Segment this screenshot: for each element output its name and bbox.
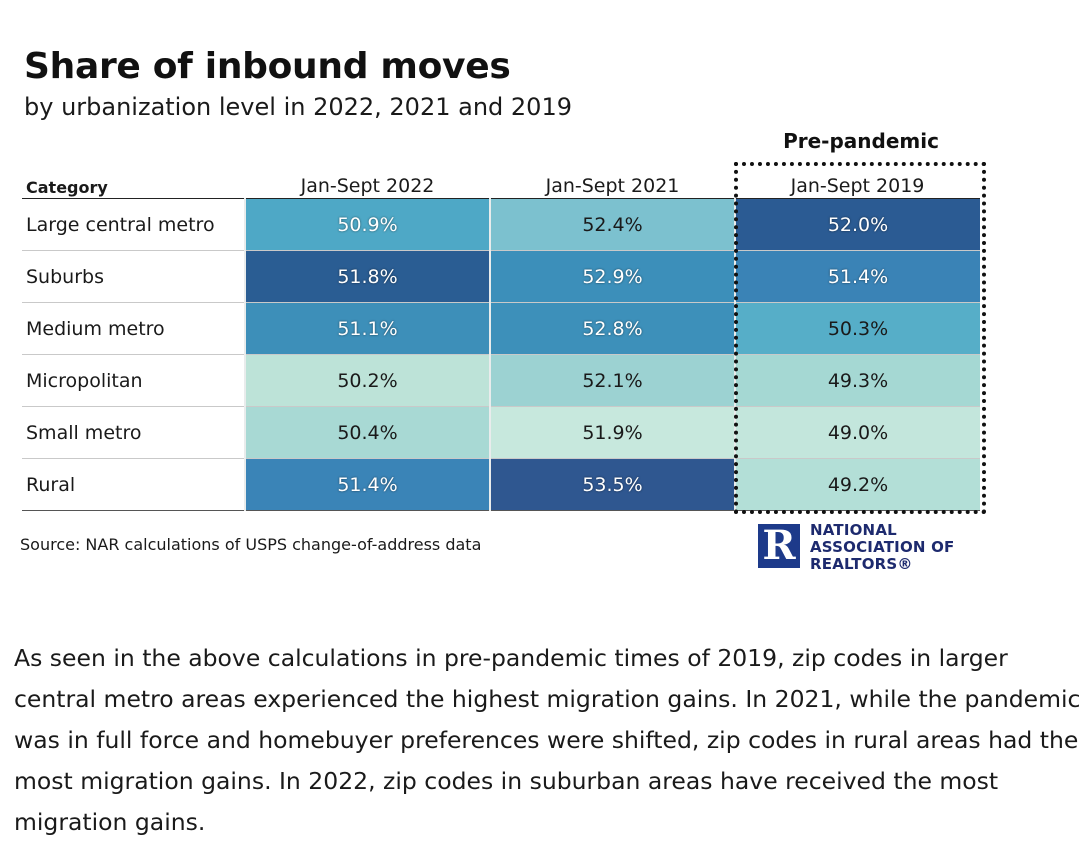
heatmap-cell: 49.0% [734, 406, 980, 459]
row-category-label: Suburbs [22, 250, 245, 303]
heatmap-cell: 50.2% [244, 354, 490, 407]
heatmap-cell: 50.3% [734, 302, 980, 355]
heatmap-cell: 49.3% [734, 354, 980, 407]
logo-line: REALTORS® [810, 555, 913, 573]
heatmap-cell: 52.0% [734, 198, 980, 251]
logo-mark-letter: R [762, 522, 796, 569]
column-header: Jan-Sept 2022 [245, 168, 490, 199]
pre-pandemic-highlight-box [734, 162, 986, 514]
heatmap-cell: 53.5% [489, 458, 735, 511]
table-row: Suburbs 51.8% 52.9% 51.4% [22, 250, 980, 303]
column-header: Jan-Sept 2019 [735, 168, 980, 199]
heatmap-cell: 49.2% [734, 458, 980, 511]
chart-subtitle: by urbanization level in 2022, 2021 and … [24, 93, 572, 121]
row-category-label: Small metro [22, 406, 245, 459]
heatmap-cell: 52.9% [489, 250, 735, 303]
realtor-r-logo-icon: R [758, 524, 800, 568]
row-category-label: Micropolitan [22, 354, 245, 407]
heatmap-cell: 51.4% [244, 458, 490, 511]
heatmap-table: Category Jan-Sept 2022 Jan-Sept 2021 Jan… [22, 168, 980, 511]
table-row: Rural 51.4% 53.5% 49.2% [22, 458, 980, 511]
logo-line: NATIONAL [810, 521, 897, 539]
heatmap-cell: 52.8% [489, 302, 735, 355]
table-row: Large central metro 50.9% 52.4% 52.0% [22, 198, 980, 251]
logo-line: ASSOCIATION OF [810, 538, 955, 556]
header-row: Category Jan-Sept 2022 Jan-Sept 2021 Jan… [22, 168, 980, 199]
nar-logo: R NATIONAL ASSOCIATION OF REALTORS® [758, 522, 988, 574]
table-row: Micropolitan 50.2% 52.1% 49.3% [22, 354, 980, 407]
row-category-label: Rural [22, 458, 245, 511]
source-note: Source: NAR calculations of USPS change-… [20, 535, 482, 554]
heatmap-cell: 51.4% [734, 250, 980, 303]
heatmap-cell: 52.1% [489, 354, 735, 407]
table-row: Small metro 50.4% 51.9% 49.0% [22, 406, 980, 459]
row-category-label: Medium metro [22, 302, 245, 355]
heatmap-cell: 51.8% [244, 250, 490, 303]
table-row: Medium metro 51.1% 52.8% 50.3% [22, 302, 980, 355]
heatmap-cell: 50.4% [244, 406, 490, 459]
row-category-label: Large central metro [22, 198, 245, 251]
heatmap-cell: 51.1% [244, 302, 490, 355]
logo-wordmark: NATIONAL ASSOCIATION OF REALTORS® [810, 522, 954, 573]
column-header: Jan-Sept 2021 [490, 168, 735, 199]
pre-pandemic-label: Pre-pandemic [783, 129, 939, 153]
heatmap-cell: 52.4% [489, 198, 735, 251]
category-header: Category [22, 168, 245, 199]
heatmap-cell: 50.9% [244, 198, 490, 251]
heatmap-cell: 51.9% [489, 406, 735, 459]
chart-title: Share of inbound moves [24, 46, 511, 87]
body-paragraph: As seen in the above calculations in pre… [14, 644, 1081, 836]
